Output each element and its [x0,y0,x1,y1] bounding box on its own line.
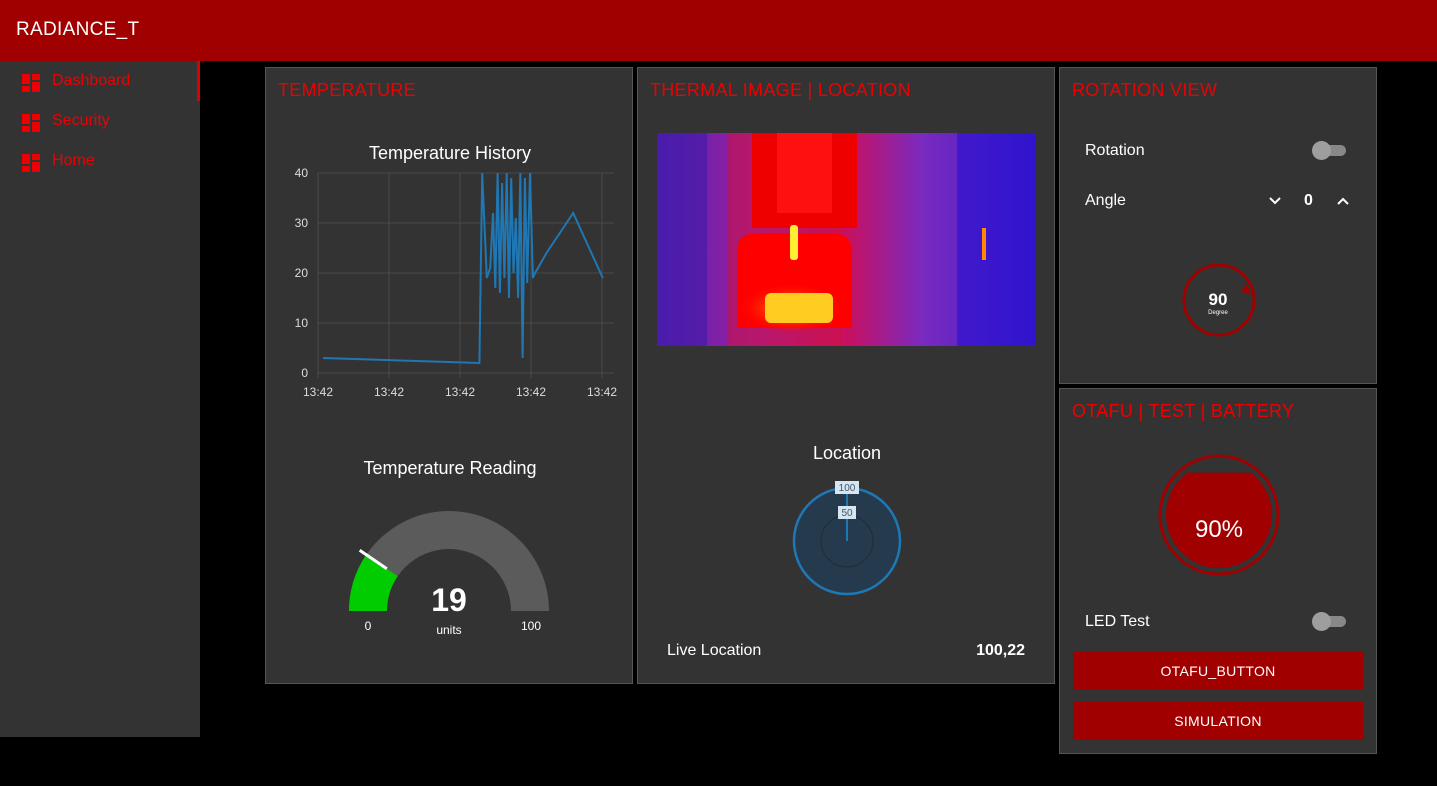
top-bar: RADIANCE_T [0,0,1437,61]
app-title: RADIANCE_T [16,19,140,40]
battery-level-indicator: 90% [1158,454,1280,576]
y-tick-label: 40 [295,166,309,180]
history-chart-title: Temperature History [368,143,532,163]
ring-label-bg [838,506,856,519]
dial-value: 90 [1209,290,1228,309]
chevron-up-icon[interactable] [1334,193,1352,209]
x-axis-ticks: 13:42 13:42 13:42 13:42 13:42 [303,385,617,399]
location-polar-chart: 100 50 [792,481,902,596]
dashboard-icon [22,114,40,132]
y-axis-ticks: 0 10 20 30 40 [295,166,309,380]
live-location-value: 100,22 [976,642,1025,659]
rotation-view-card: ROTATION VIEW Rotation Angle 0 90 Degree [1059,67,1377,384]
card-title: ROTATION VIEW [1072,80,1218,100]
angle-value: 0 [1304,192,1313,209]
dashboard-icon [22,154,40,172]
dial-unit: Degree [1208,310,1228,316]
ring-label-bg [835,481,859,494]
x-tick-label: 13:42 [516,385,546,399]
rotation-label: Rotation [1085,142,1145,159]
rotation-toggle[interactable] [1312,141,1346,160]
temperature-history-chart: 0 10 20 30 40 13:42 13:42 13:42 13:42 13:42 [295,166,618,399]
live-location-label: Live Location [667,642,762,659]
thermal-location-card: THERMAL IMAGE | LOCATION [637,67,1055,684]
gauge-min-label: 0 [365,619,372,633]
dial-arrow-icon [1241,284,1252,294]
card-title: TEMPERATURE [278,80,416,100]
otafu-button[interactable]: OTAFU_BUTTON [1073,652,1363,690]
chart-grid [317,172,614,378]
y-tick-label: 10 [295,316,309,330]
gauge-max-label: 100 [521,619,541,633]
sidebar-item-home[interactable]: Home [0,141,200,181]
y-tick-label: 0 [301,366,308,380]
y-tick-label: 20 [295,266,309,280]
angle-label: Angle [1085,192,1126,209]
sidebar: Dashboard Security Home [0,61,200,737]
y-tick-label: 30 [295,216,309,230]
sidebar-item-label: Security [52,112,110,129]
polar-ring-label: 100 [839,483,856,494]
led-test-toggle[interactable] [1312,612,1346,631]
temperature-card: TEMPERATURE Temperature History 0 10 20 30 4… [265,67,633,684]
card-title: OTAFU | TEST | BATTERY [1072,401,1295,421]
sidebar-item-label: Home [52,152,95,169]
battery-fill [1166,472,1272,568]
chevron-down-icon[interactable] [1266,193,1284,209]
temperature-gauge: 19 units 0 100 [349,511,549,637]
dashboard-icon [22,74,40,92]
gauge-needle [358,549,388,571]
x-tick-label: 13:42 [374,385,404,399]
x-tick-label: 13:42 [587,385,617,399]
x-tick-label: 13:42 [303,385,333,399]
dial-ring [1182,263,1256,337]
gauge-units: units [436,623,461,637]
temperature-series-line [322,172,604,365]
polar-ring-label: 50 [841,508,853,519]
otafu-battery-card: OTAFU | TEST | BATTERY 90% LED Test OTAF… [1059,388,1377,754]
simulation-button[interactable]: SIMULATION [1073,702,1363,740]
gauge-track [349,511,549,611]
led-test-label: LED Test [1085,613,1150,630]
battery-outer-ring [1158,454,1280,576]
battery-percent-text: 90% [1195,516,1243,543]
location-title: Location [812,443,882,463]
gauge-title: Temperature Reading [363,458,537,478]
sidebar-item-dashboard[interactable]: Dashboard [0,61,200,101]
thermal-image [657,133,1036,346]
card-title: THERMAL IMAGE | LOCATION [650,80,911,100]
sidebar-item-security[interactable]: Security [0,101,200,141]
x-tick-label: 13:42 [445,385,475,399]
gauge-value: 19 [431,582,467,618]
rotation-dial: 90 Degree [1182,263,1256,337]
sidebar-item-label: Dashboard [52,72,131,89]
